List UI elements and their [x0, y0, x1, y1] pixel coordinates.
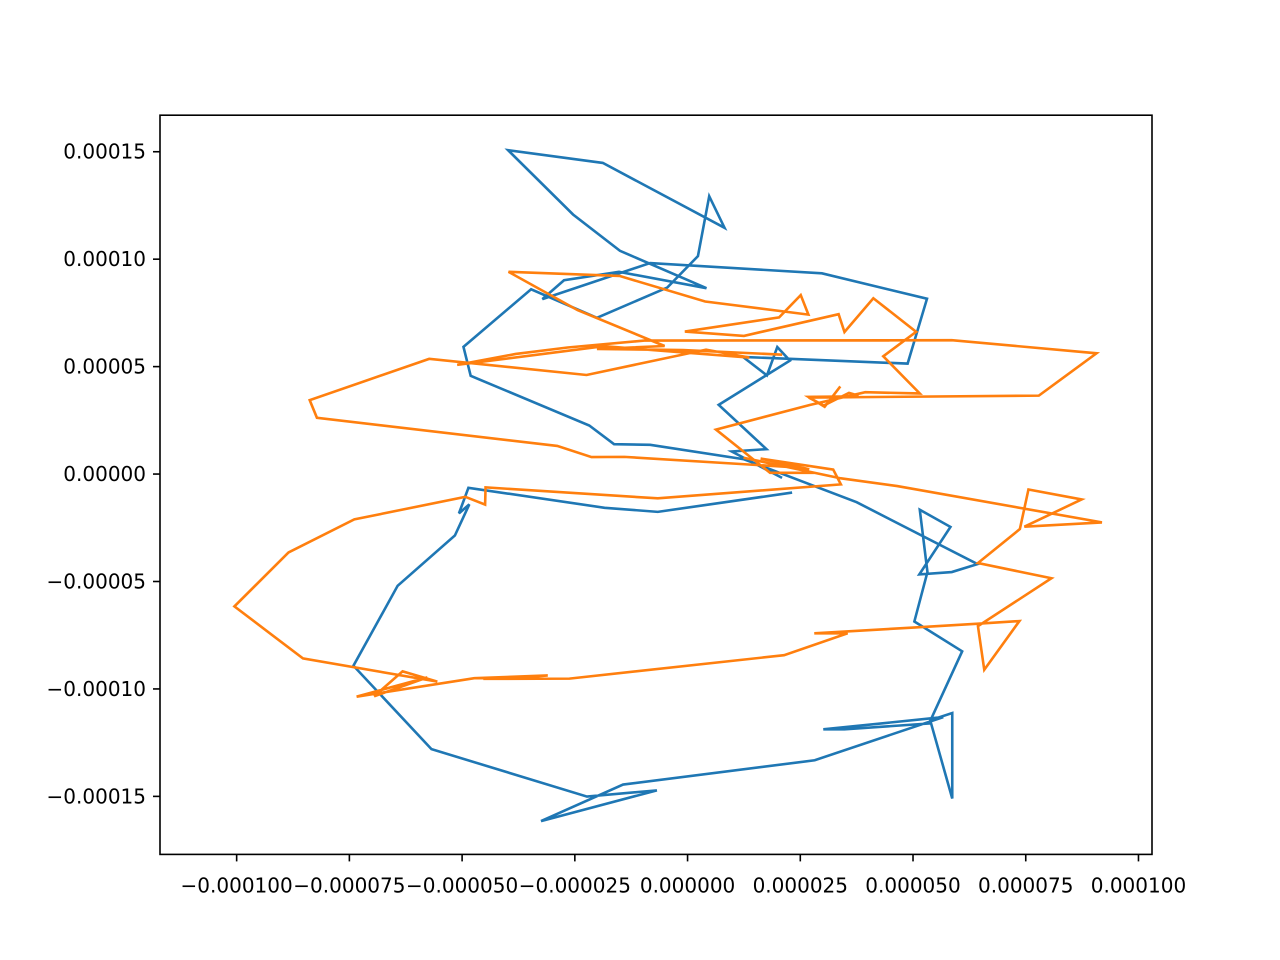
x-tick-label: −0.000025 [519, 873, 631, 897]
y-tick-label: 0.00015 [63, 140, 146, 164]
y-tick-label: 0.00010 [63, 247, 146, 271]
x-tick-label: 0.000075 [978, 873, 1073, 897]
y-tick-label: 0.00000 [63, 462, 146, 486]
y-tick-label: 0.00005 [63, 355, 146, 379]
x-tick-label: −0.000100 [181, 873, 293, 897]
series-line-1 [351, 148, 981, 823]
x-tick-label: 0.000050 [865, 873, 960, 897]
x-axis: −0.000100 −0.000075 −0.000050 −0.000025 0.00… [181, 854, 1186, 897]
y-tick-label: −0.00015 [47, 784, 146, 808]
x-tick-label: 0.000100 [1091, 873, 1186, 897]
series-layer [232, 148, 1103, 823]
plot-frame [159, 114, 1153, 856]
x-tick-label: 0.000000 [640, 873, 735, 897]
y-axis: 0.00015 0.00010 0.00005 0.00000 −0.00005 −0.0… [47, 140, 160, 808]
x-tick-label: −0.000075 [293, 873, 405, 897]
series-line-2 [232, 270, 1103, 698]
x-tick-label: −0.000050 [406, 873, 518, 897]
y-tick-label: −0.00010 [47, 677, 146, 701]
x-tick-label: 0.000025 [753, 873, 848, 897]
y-tick-label: −0.00005 [47, 569, 146, 593]
